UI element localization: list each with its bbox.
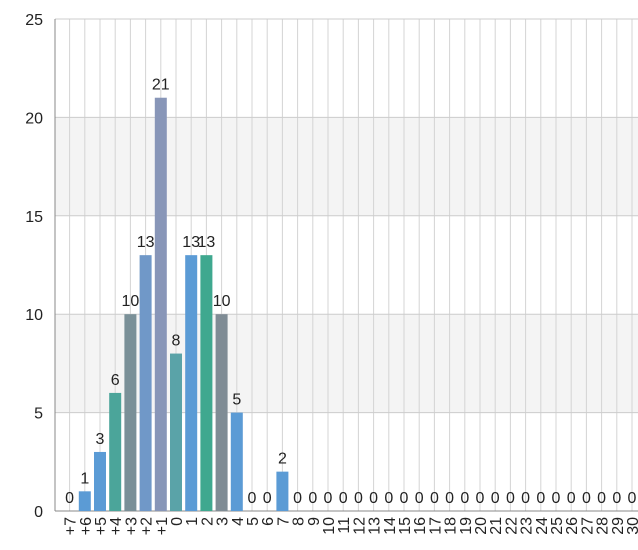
x-tick-label: 16 xyxy=(412,517,429,535)
data-label: 0 xyxy=(415,490,424,507)
x-tick-label: 7 xyxy=(275,517,292,526)
data-label: 0 xyxy=(293,490,302,507)
x-tick-label: 19 xyxy=(458,517,475,535)
x-tick-label: 25 xyxy=(549,517,566,535)
data-label: 0 xyxy=(567,490,576,507)
x-tick-label: 27 xyxy=(579,517,596,535)
y-tick-label: 0 xyxy=(34,504,43,521)
x-tick-label: +7 xyxy=(63,517,80,535)
data-label: 0 xyxy=(597,490,606,507)
x-tick-label: 4 xyxy=(230,517,247,526)
data-label: 13 xyxy=(198,234,216,251)
bar xyxy=(230,412,243,511)
data-label: 21 xyxy=(152,77,170,94)
data-label: 0 xyxy=(521,490,530,507)
data-label: 0 xyxy=(248,490,257,507)
data-label: 0 xyxy=(582,490,591,507)
x-tick-label: +3 xyxy=(123,517,140,535)
x-tick-label: 9 xyxy=(306,517,323,526)
x-tick-label: 28 xyxy=(595,517,612,535)
data-label: 8 xyxy=(172,333,181,350)
bar xyxy=(200,255,213,511)
x-tick-label: +6 xyxy=(78,517,95,535)
x-tick-label: 17 xyxy=(427,517,444,535)
x-tick-label: 3 xyxy=(215,517,232,526)
data-label: 6 xyxy=(111,372,120,389)
data-label: 0 xyxy=(506,490,515,507)
data-label: 0 xyxy=(491,490,500,507)
x-tick-label: 23 xyxy=(519,517,536,535)
data-label: 1 xyxy=(80,470,89,487)
data-label: 13 xyxy=(137,234,155,251)
data-label: 10 xyxy=(213,293,231,310)
bar xyxy=(124,314,137,511)
x-tick-label: 13 xyxy=(367,517,384,535)
data-label: 0 xyxy=(430,490,439,507)
data-label: 0 xyxy=(445,490,454,507)
bar xyxy=(139,255,152,511)
data-label: 3 xyxy=(96,431,105,448)
data-label: 0 xyxy=(536,490,545,507)
data-label: 2 xyxy=(278,451,287,468)
data-label: 0 xyxy=(628,490,637,507)
data-label: 0 xyxy=(324,490,333,507)
bar xyxy=(185,255,198,511)
x-tick-label: 18 xyxy=(443,517,460,535)
x-tick-label: 20 xyxy=(473,517,490,535)
x-tick-label: 2 xyxy=(199,517,216,526)
x-tick-label: 22 xyxy=(503,517,520,535)
x-tick-label: +5 xyxy=(93,517,110,535)
data-label: 0 xyxy=(369,490,378,507)
x-tick-label: 15 xyxy=(397,517,414,535)
x-tick-label: 10 xyxy=(321,517,338,535)
bar xyxy=(94,451,106,511)
x-tick-label: 14 xyxy=(382,517,399,535)
bar xyxy=(215,314,228,511)
bar xyxy=(276,471,289,511)
x-tick-label: 11 xyxy=(336,517,353,534)
data-label: 0 xyxy=(263,490,272,507)
x-tick-label: 30 xyxy=(625,517,638,535)
bar xyxy=(154,97,167,511)
y-tick-label: 25 xyxy=(25,12,43,29)
data-label: 0 xyxy=(552,490,561,507)
x-tick-label: 21 xyxy=(488,517,505,535)
x-tick-label: +2 xyxy=(139,517,156,535)
data-label: 10 xyxy=(122,293,140,310)
data-label: 0 xyxy=(65,490,74,507)
y-tick-label: 20 xyxy=(25,110,43,127)
y-tick-label: 15 xyxy=(25,209,43,226)
data-label: 0 xyxy=(354,490,363,507)
data-label: 0 xyxy=(612,490,621,507)
data-label: 0 xyxy=(308,490,317,507)
grid-band xyxy=(55,117,638,216)
x-tick-label: 0 xyxy=(169,517,186,526)
x-tick-label: +1 xyxy=(154,517,171,535)
data-label: 0 xyxy=(384,490,393,507)
data-label: 0 xyxy=(460,490,469,507)
x-tick-label: 29 xyxy=(610,517,627,535)
bar xyxy=(109,392,122,511)
data-label: 5 xyxy=(232,392,241,409)
data-label: 13 xyxy=(182,234,200,251)
x-tick-label: 5 xyxy=(245,517,262,526)
x-tick-label: 24 xyxy=(534,517,551,535)
bar xyxy=(170,353,182,511)
data-label: 0 xyxy=(400,490,409,507)
x-tick-label: 12 xyxy=(351,517,368,535)
x-tick-label: 1 xyxy=(184,517,201,526)
x-tick-label: 26 xyxy=(564,517,581,535)
x-tick-label: 8 xyxy=(291,517,308,526)
data-label: 0 xyxy=(476,490,485,507)
y-tick-label: 10 xyxy=(25,307,43,324)
data-label: 0 xyxy=(339,490,348,507)
x-tick-label: +4 xyxy=(108,517,125,535)
y-tick-label: 5 xyxy=(34,406,43,423)
x-tick-label: 6 xyxy=(260,517,277,526)
bar xyxy=(78,491,91,511)
